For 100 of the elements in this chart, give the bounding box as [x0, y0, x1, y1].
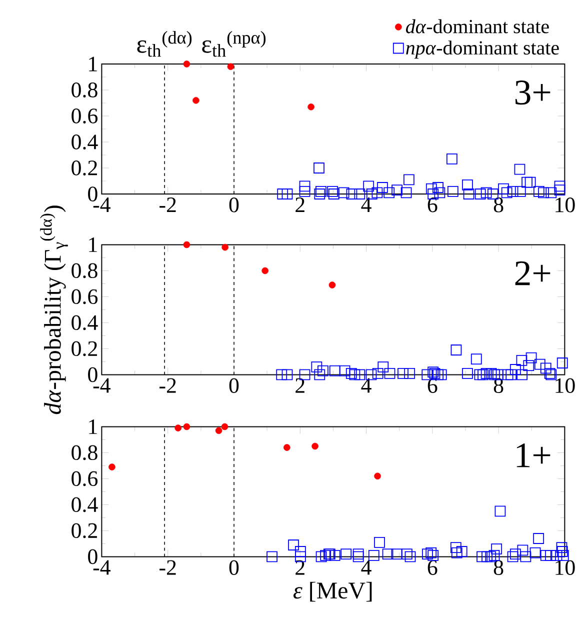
point: [534, 358, 546, 370]
point: [221, 423, 228, 430]
x-tick-label: 8: [494, 560, 504, 576]
point: [339, 365, 350, 376]
point: [491, 543, 502, 554]
point: [556, 546, 568, 557]
point: [108, 464, 116, 470]
annotation: 2+: [515, 261, 550, 286]
point: [488, 550, 500, 561]
point: [377, 182, 388, 193]
point: [374, 472, 381, 480]
point: [478, 369, 488, 380]
point: [340, 548, 352, 560]
point: [502, 369, 514, 380]
y-tick-label: 1: [89, 419, 97, 434]
point: [488, 188, 498, 200]
point: [507, 551, 518, 562]
point: [316, 186, 326, 197]
x-tick-label: 2: [296, 560, 304, 575]
point: [282, 188, 293, 200]
point: [174, 424, 182, 432]
point: [432, 182, 444, 193]
point: [530, 547, 541, 558]
point: [462, 179, 473, 190]
y-tick-label: 0.8: [72, 263, 98, 278]
point: [428, 550, 439, 561]
point: [451, 547, 462, 558]
point: [510, 364, 521, 375]
point: [540, 550, 552, 561]
point: [329, 550, 340, 561]
point: [372, 187, 383, 198]
point: [183, 60, 190, 68]
point: [288, 540, 299, 550]
point: [183, 241, 190, 248]
point: [299, 186, 310, 197]
x-tick-label: -2: [160, 198, 176, 212]
point: [436, 369, 447, 380]
point: [514, 164, 526, 175]
legend-label: dα-dominant state: [406, 19, 549, 34]
point: [533, 186, 544, 197]
annotation: 1+: [516, 443, 550, 468]
y-tick-label: 0.2: [72, 160, 97, 176]
point: [516, 354, 528, 366]
point: [400, 187, 412, 198]
point: [398, 368, 408, 379]
point: [432, 369, 444, 380]
point: [446, 153, 458, 164]
annotation: 3+: [515, 80, 550, 105]
point: [551, 550, 562, 561]
point: [314, 188, 326, 200]
point: [474, 188, 486, 200]
point: [384, 368, 396, 379]
y-axis-title: dα-probability (Γ$_{γ}$$^{(dα)}$): [40, 206, 68, 414]
y-tick-label: 0.4: [72, 315, 98, 330]
point: [463, 188, 474, 200]
x-tick-label: 8: [494, 378, 504, 394]
x-tick-label: 10: [556, 378, 575, 394]
point: [554, 184, 566, 196]
y-tick-label: 1: [89, 237, 97, 252]
point: [384, 187, 395, 198]
point: [426, 547, 437, 558]
y-tick-label: 0.8: [72, 445, 98, 460]
point: [494, 506, 506, 517]
point: [474, 369, 486, 380]
point: [558, 550, 569, 561]
ref-line-label: ε$_{th}$(npα): [202, 31, 266, 57]
x-tick-label: -2: [160, 560, 176, 575]
point: [554, 180, 566, 192]
point: [282, 369, 293, 380]
x-tick-label: 4: [361, 378, 372, 393]
point: [192, 96, 200, 104]
x-tick-label: 4: [361, 560, 372, 575]
point: [328, 282, 336, 288]
point: [516, 369, 528, 380]
point: [422, 548, 433, 560]
point: [522, 176, 532, 188]
point: [538, 187, 549, 198]
point: [450, 542, 462, 554]
x-tick-label: 8: [494, 198, 504, 212]
point: [314, 162, 324, 174]
point: [363, 180, 374, 192]
point: [222, 244, 228, 251]
point: [507, 186, 518, 197]
point: [456, 546, 468, 557]
point: [480, 368, 492, 379]
point: [366, 188, 378, 200]
x-tick-label: 6: [428, 560, 438, 575]
point: [556, 542, 568, 554]
point: [349, 369, 360, 380]
point: [277, 188, 288, 200]
point: [450, 344, 462, 356]
point: [404, 368, 416, 379]
y-tick-label: 1: [89, 56, 97, 72]
x-tick-label: 2: [296, 198, 304, 212]
y-tick-label: 0.4: [72, 497, 98, 512]
y-tick-label: 0.2: [72, 341, 97, 356]
point: [422, 369, 433, 380]
x-tick-label: 0: [229, 560, 239, 576]
point: [391, 548, 402, 560]
point: [284, 444, 290, 451]
